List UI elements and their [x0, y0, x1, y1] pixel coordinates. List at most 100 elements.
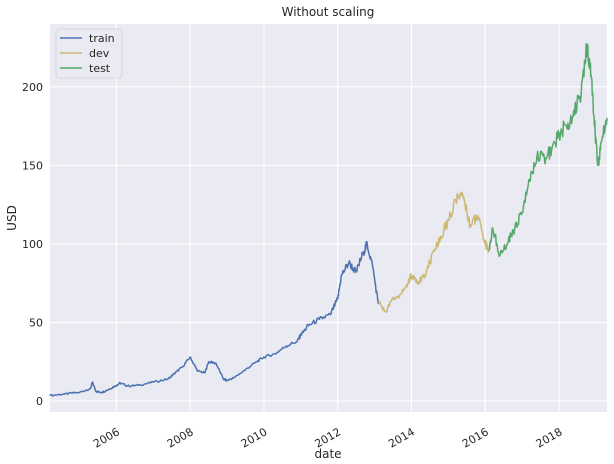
data-point-train — [204, 372, 206, 374]
data-point-train — [340, 274, 343, 276]
legend-label-test: test — [89, 62, 111, 75]
data-point-train — [182, 365, 184, 368]
data-point-dev — [433, 251, 435, 253]
y-tick-label: 100 — [22, 238, 43, 251]
y-axis-label: USD — [5, 205, 19, 231]
legend-label-train: train — [89, 32, 115, 45]
data-point-train — [348, 262, 350, 264]
data-point-train — [307, 325, 309, 327]
data-point-test — [521, 211, 523, 214]
data-point-train — [233, 376, 236, 379]
x-tick-label: 2014 — [386, 425, 417, 450]
data-point-dev — [488, 251, 490, 253]
data-point-train — [263, 356, 265, 358]
y-tick-label: 0 — [36, 395, 43, 408]
data-point-train — [119, 382, 121, 384]
data-point-train — [137, 384, 140, 386]
data-point-train — [91, 381, 94, 383]
grid — [50, 24, 607, 412]
data-point-train — [377, 303, 379, 305]
data-point-dev — [462, 196, 464, 198]
data-point-train — [372, 266, 374, 269]
data-point-train — [318, 318, 320, 320]
data-point-train — [115, 384, 117, 386]
data-point-test — [499, 254, 501, 256]
data-point-train — [329, 314, 331, 316]
series-layer — [49, 42, 608, 397]
data-point-train — [196, 370, 199, 372]
data-point-dev — [455, 199, 457, 201]
data-point-train — [208, 361, 210, 363]
data-point-train — [108, 388, 110, 390]
data-point-dev — [440, 235, 442, 237]
legend: train dev test — [55, 28, 123, 79]
data-point-dev — [377, 301, 379, 303]
legend-label-dev: dev — [89, 47, 110, 60]
data-point-test — [536, 156, 538, 159]
data-point-train — [337, 298, 339, 300]
x-tick-label: 2016 — [460, 425, 491, 450]
data-point-train — [174, 372, 177, 374]
series-line-test — [488, 42, 608, 258]
data-point-train — [300, 334, 302, 336]
x-tick-label: 2008 — [165, 425, 196, 450]
data-point-dev — [469, 224, 472, 226]
data-point-train — [167, 378, 169, 380]
data-point-train — [285, 345, 287, 347]
y-tick-label: 200 — [22, 81, 43, 94]
data-point-dev — [399, 293, 402, 295]
data-point-test — [600, 141, 603, 143]
data-point-test — [573, 109, 575, 111]
x-tick-label: 2018 — [534, 425, 565, 450]
data-point-dev — [410, 274, 413, 276]
data-point-dev — [447, 219, 449, 221]
plot-background — [50, 24, 607, 412]
data-point-test — [586, 46, 588, 49]
data-point-test — [506, 243, 509, 245]
chart-title: Without scaling — [282, 5, 375, 19]
data-point-train — [362, 251, 365, 253]
data-point-train — [366, 243, 368, 245]
data-point-dev — [407, 282, 409, 284]
data-point-train — [226, 379, 228, 382]
data-point-dev — [477, 215, 479, 217]
data-point-train — [222, 378, 224, 380]
data-point-train — [255, 361, 258, 363]
y-tick-label: 150 — [22, 159, 43, 172]
x-axis-label: date — [314, 447, 341, 461]
data-point-dev — [466, 211, 468, 214]
data-point-test — [593, 117, 595, 119]
data-point-test — [488, 249, 490, 251]
y-tick-label: 50 — [29, 316, 43, 329]
data-point-train — [274, 353, 276, 355]
data-point-train — [244, 368, 247, 371]
legend-box — [55, 28, 123, 79]
data-point-dev — [418, 281, 420, 283]
data-point-test — [606, 117, 608, 119]
data-point-test — [551, 149, 553, 151]
data-point-test — [543, 156, 545, 159]
data-point-test — [589, 62, 592, 64]
data-point-test — [558, 133, 560, 135]
data-point-train — [101, 391, 103, 393]
x-tick-label: 2010 — [239, 425, 270, 450]
data-point-train — [355, 271, 357, 273]
data-point-dev — [484, 243, 486, 245]
series-line-dev — [377, 191, 490, 314]
data-point-train — [64, 393, 66, 395]
data-point-test — [514, 227, 516, 229]
data-point-test — [580, 94, 582, 96]
series-line-train — [49, 240, 380, 397]
data-point-train — [89, 387, 92, 390]
data-point-dev — [392, 298, 394, 300]
data-point-train — [296, 340, 298, 342]
data-point-test — [492, 227, 494, 229]
data-point-test — [597, 164, 599, 166]
data-point-dev — [425, 271, 427, 273]
x-tick-label: 2006 — [91, 425, 122, 450]
data-point-train — [49, 394, 51, 397]
data-point-train — [78, 391, 81, 393]
data-point-train — [189, 356, 191, 358]
data-point-train — [152, 381, 154, 383]
